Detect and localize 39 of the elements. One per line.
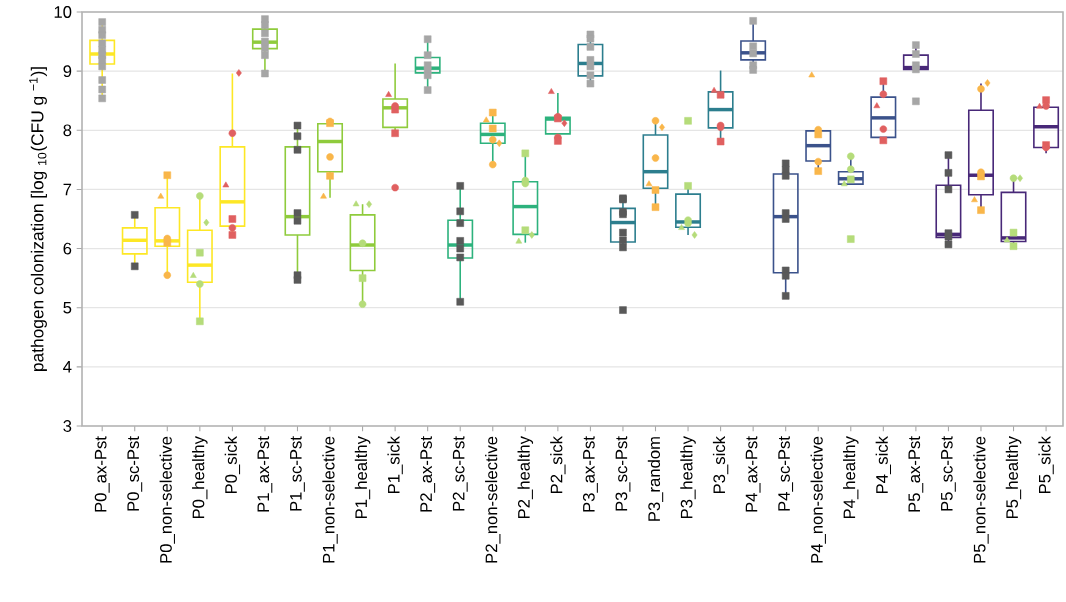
x-tick-label: P1_healthy	[354, 436, 371, 519]
x-tick-label: P5_sick	[1038, 436, 1054, 494]
x-tick-label: P1_sick	[387, 436, 403, 494]
x-tick-label: P3_ax-Pst	[582, 436, 598, 512]
x-tick-label: P3_random	[647, 437, 664, 521]
x-tick-label: P2_sick	[550, 436, 566, 494]
y-tick-label: 9	[63, 65, 72, 78]
x-tick-label: P1_non-selective	[322, 436, 338, 563]
x-tick-label: P4_ax-Pst	[745, 436, 761, 512]
x-tick-label: P1_ax-Pst	[257, 436, 273, 512]
x-tick-label: P4_non-selective	[810, 436, 826, 563]
y-tick-label: 10	[54, 6, 72, 18]
x-tick-label: P1_sc-Pst	[290, 436, 305, 511]
y-tick-label: 5	[63, 301, 72, 314]
x-tick-label: P2_healthy	[517, 436, 534, 519]
x-tick-label: P4_healthy	[843, 436, 859, 519]
x-tick-label: P3_sick	[712, 436, 729, 494]
y-tick-label: 3	[63, 420, 72, 432]
x-tick-label: P0_healthy	[192, 436, 208, 519]
y-tick-label: 7	[63, 183, 72, 196]
y-tick-label: 6	[63, 242, 72, 255]
x-tick-label: P5_non-selective	[973, 436, 989, 563]
x-tick-label: P5_sc-Pst	[941, 436, 956, 511]
x-tick-label: P0_ax-Pst	[94, 436, 110, 512]
x-tick-label: P0_sc-Pst	[127, 436, 143, 511]
x-tick-label: P0_sick	[224, 436, 241, 494]
y-axis-title: pathogen colonization [log $_{10}$(CFU g $^{−1}$)]	[29, 67, 47, 371]
x-tick-label: P4_sc-Pst	[778, 436, 794, 511]
x-tick-label: P3_healthy	[680, 436, 696, 519]
x-tick-label: P4_sick	[875, 436, 892, 494]
x-tick-label: P5_ax-Pst	[908, 436, 924, 512]
y-tick-label: 4	[63, 361, 72, 373]
x-tick-label: P0_non-selective	[159, 436, 175, 563]
x-tick-label: P5_healthy	[1005, 436, 1022, 519]
x-tick-label: P2_sc-Pst	[452, 436, 468, 511]
x-tick-label: P2_non-selective	[485, 436, 501, 563]
x-tick-label: P2_ax-Pst	[420, 436, 436, 512]
y-tick-label: 8	[63, 124, 72, 137]
x-tick-label: P3_sc-Pst	[615, 436, 631, 511]
